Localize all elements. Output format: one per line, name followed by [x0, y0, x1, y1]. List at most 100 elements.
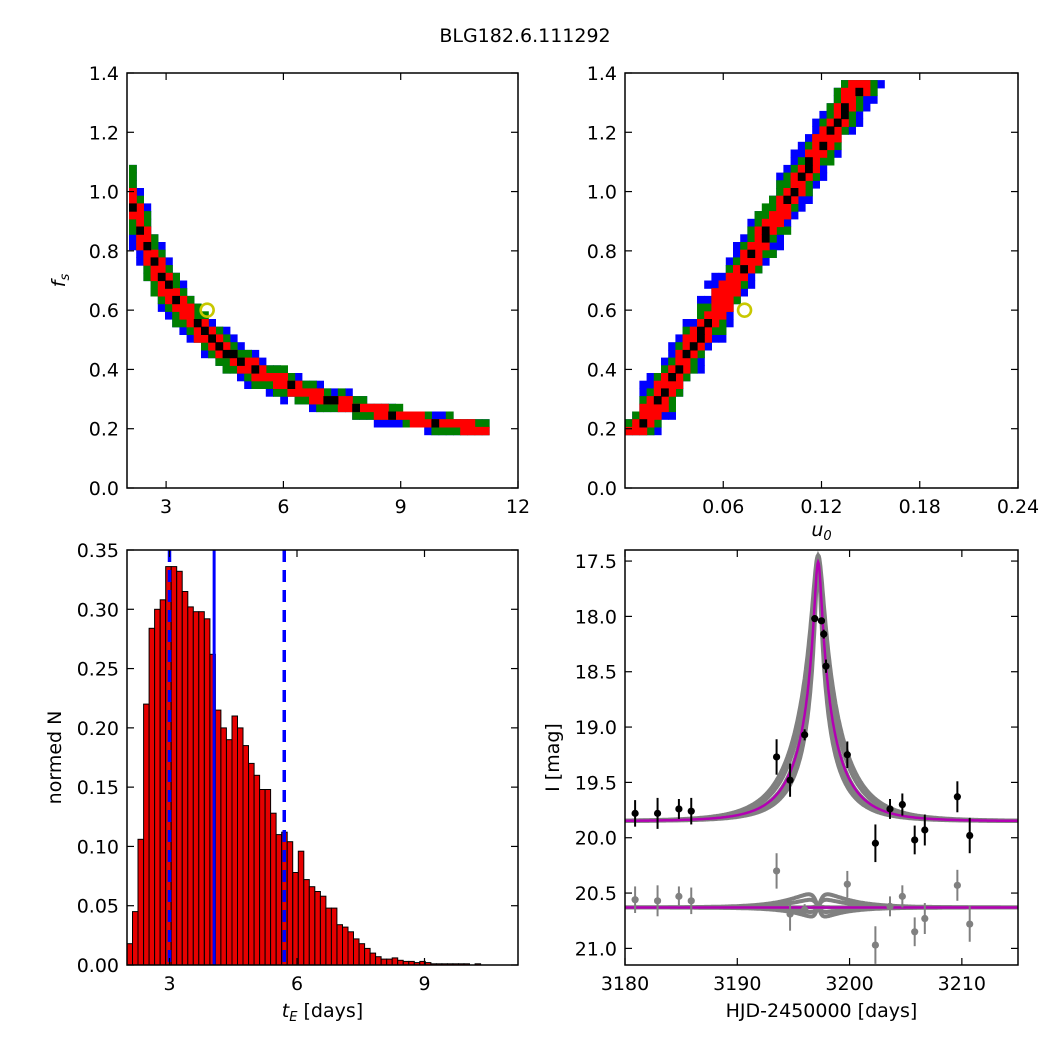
- cell: [704, 326, 712, 335]
- axis-label: u0: [811, 519, 831, 544]
- cell: [754, 249, 763, 258]
- y-tick-label: 0.05: [77, 896, 119, 918]
- region-black: [639, 87, 864, 428]
- cell: [625, 426, 633, 436]
- cell: [265, 365, 274, 374]
- cell: [797, 180, 806, 189]
- cell: [646, 426, 655, 436]
- cell: [150, 265, 159, 274]
- cell: [215, 349, 224, 359]
- cell: [661, 373, 669, 382]
- fs-vs-u0-panel: 0.06 0.12 0.18 0.24 0.0 0.2 0.4 0.6 0.8 1.0 1.2 1.4…: [587, 63, 1039, 544]
- cell: [186, 326, 195, 335]
- histogram-bar: [264, 789, 272, 966]
- data-point: [886, 805, 894, 813]
- cell: [244, 373, 252, 382]
- cell: [244, 365, 252, 374]
- y-tick-label: 0.35: [77, 540, 119, 562]
- cell: [330, 396, 339, 405]
- cell: [424, 411, 432, 420]
- cell: [438, 411, 447, 420]
- cell: [402, 419, 411, 428]
- data-point: [921, 914, 929, 923]
- cell: [797, 157, 806, 166]
- y-tick-label: 0.8: [89, 241, 119, 263]
- cell: [776, 234, 784, 243]
- cell: [761, 203, 770, 212]
- cell: [129, 226, 137, 235]
- cell: [697, 334, 705, 343]
- y-tick-label: 21.0: [575, 938, 617, 960]
- cell: [805, 172, 813, 181]
- cell: [381, 411, 389, 420]
- cell: [689, 349, 698, 359]
- cell: [222, 365, 231, 374]
- cell: [309, 403, 317, 413]
- cell: [323, 403, 332, 413]
- y-tick-label: 0.20: [77, 718, 119, 740]
- fs-vs-te-panel: 3 6 9 12 0.0 0.2 0.4 0.6 0.8 1.0 1.2 1.4 fs: [48, 63, 530, 518]
- cell: [632, 419, 640, 428]
- cell: [725, 272, 734, 282]
- cell: [265, 380, 274, 389]
- cell: [208, 342, 216, 351]
- cell: [682, 342, 691, 351]
- cell: [646, 373, 655, 382]
- cell: [769, 218, 777, 228]
- cell: [733, 249, 741, 258]
- cell: [747, 265, 756, 274]
- axes-frame: [126, 72, 519, 489]
- cell: [273, 365, 281, 374]
- cell: [165, 303, 173, 312]
- cell: [215, 357, 224, 366]
- data-point: [631, 896, 639, 904]
- cell: [833, 103, 842, 112]
- cell: [790, 149, 799, 158]
- cell: [460, 419, 468, 428]
- cell: [848, 87, 856, 97]
- cell: [157, 295, 166, 305]
- histogram-bar: [347, 931, 354, 966]
- cell: [668, 373, 676, 382]
- cell: [725, 319, 734, 328]
- axis-label: fs: [48, 274, 73, 288]
- cell: [826, 118, 835, 127]
- y-tick-label: 19.0: [575, 717, 617, 739]
- cell: [193, 326, 202, 335]
- histogram-bar: [270, 812, 277, 966]
- cell: [718, 295, 727, 305]
- cell: [193, 319, 202, 328]
- cell: [776, 226, 784, 235]
- cell: [287, 388, 296, 397]
- histogram-bar: [369, 952, 377, 966]
- cell: [150, 257, 159, 266]
- cell: [646, 411, 655, 420]
- cell: [754, 226, 763, 235]
- cell: [661, 365, 669, 374]
- cell: [661, 403, 669, 413]
- histogram-bar: [336, 924, 343, 966]
- cell: [424, 419, 432, 428]
- cell: [165, 288, 173, 297]
- cell: [855, 103, 864, 112]
- cell: [193, 303, 202, 312]
- data-point: [675, 805, 683, 813]
- confidence-regions: [625, 80, 885, 436]
- cell: [309, 388, 317, 397]
- cell: [826, 103, 835, 112]
- cell: [711, 280, 720, 289]
- cell: [201, 319, 209, 328]
- histogram-bar: [292, 872, 299, 966]
- cell: [381, 419, 389, 428]
- cell: [165, 280, 173, 289]
- data-point: [631, 809, 639, 817]
- y-tick-label: 0.30: [77, 599, 119, 621]
- cell: [869, 87, 878, 97]
- cell: [711, 303, 720, 312]
- cell: [754, 257, 763, 266]
- cell: [725, 265, 734, 274]
- cell: [675, 357, 684, 366]
- cell: [280, 365, 288, 374]
- cell: [833, 110, 842, 120]
- data-point: [811, 615, 819, 623]
